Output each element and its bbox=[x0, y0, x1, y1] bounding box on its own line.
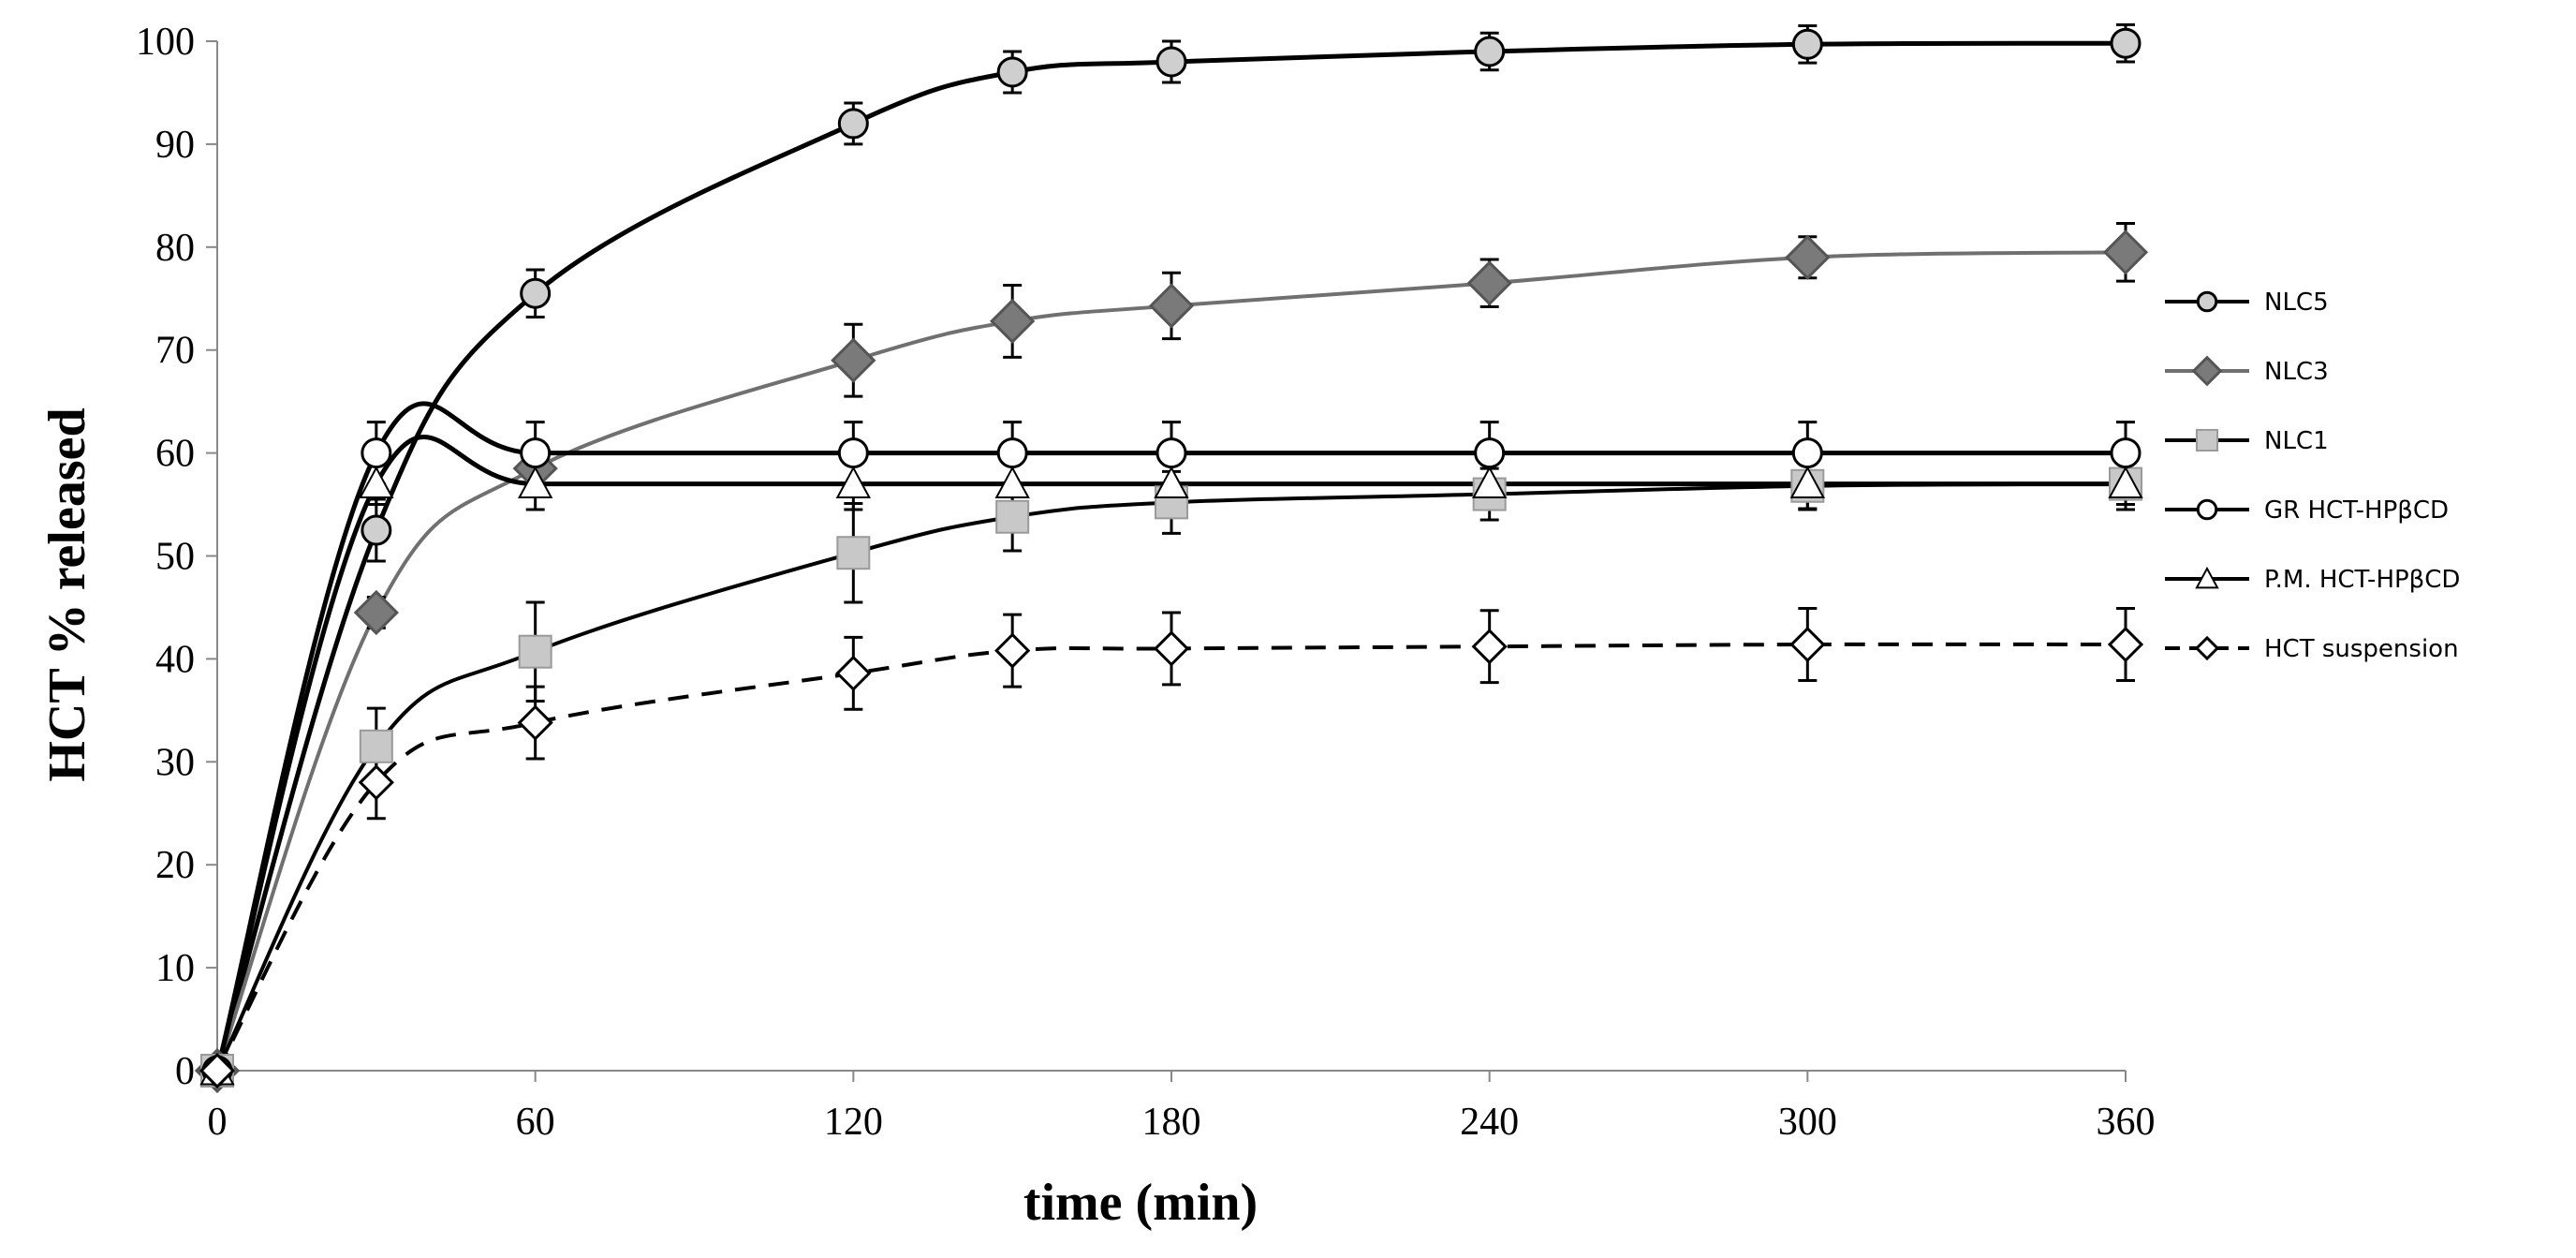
legend: NLC5 NLC3 NLC1 GR HCT-HPβCD P.M. HCT-HPβCD HC… bbox=[2165, 289, 2460, 663]
legend-label: NLC3 bbox=[2264, 358, 2329, 386]
legend-swatch-marker bbox=[2195, 566, 2219, 589]
data-point-hct-suspension bbox=[1789, 626, 1826, 663]
data-point-nlc5 bbox=[1474, 36, 1506, 67]
legend-swatch-marker bbox=[2191, 355, 2223, 387]
data-point-gr-hct-hp-cd bbox=[837, 437, 869, 469]
data-point-nlc3 bbox=[2102, 229, 2149, 275]
data-point-nlc3 bbox=[353, 589, 399, 636]
data-point-nlc5 bbox=[520, 277, 552, 309]
legend-swatch-marker bbox=[2196, 290, 2218, 313]
series-line-nlc5 bbox=[214, 40, 2127, 1072]
legend-label: HCT suspension bbox=[2264, 635, 2459, 663]
legend-item-p-m-hct-hp-cd: P.M. HCT-HPβCD bbox=[2165, 566, 2460, 594]
legend-label: NLC1 bbox=[2264, 427, 2329, 455]
data-point-nlc1 bbox=[836, 536, 871, 570]
y-tick-label: 60 bbox=[155, 433, 195, 476]
series-line-hct-suspension bbox=[215, 642, 2127, 1072]
y-tick-label: 0 bbox=[175, 1050, 195, 1093]
data-point-gr-hct-hp-cd bbox=[1791, 437, 1823, 469]
y-tick-label: 80 bbox=[155, 227, 195, 270]
y-tick-label: 30 bbox=[155, 741, 195, 784]
x-tick-label: 0 bbox=[208, 1101, 228, 1144]
x-tick-label: 300 bbox=[1778, 1101, 1837, 1144]
data-point-gr-hct-hp-cd bbox=[1156, 437, 1187, 469]
legend-swatch-marker bbox=[2196, 498, 2218, 521]
data-point-gr-hct-hp-cd bbox=[2110, 437, 2142, 469]
data-point-p-m-hct-hp-cd bbox=[1154, 466, 1189, 499]
data-point-p-m-hct-hp-cd bbox=[994, 466, 1030, 499]
data-point-hct-suspension bbox=[517, 704, 553, 741]
y-tick-label: 70 bbox=[155, 330, 195, 373]
data-point-nlc5 bbox=[1791, 28, 1823, 60]
data-point-p-m-hct-hp-cd bbox=[2108, 466, 2143, 499]
data-point-hct-suspension bbox=[994, 632, 1031, 669]
data-point-hct-suspension bbox=[835, 655, 872, 691]
data-point-nlc1 bbox=[995, 499, 1030, 534]
x-tick-label: 180 bbox=[1142, 1101, 1201, 1144]
data-point-hct-suspension bbox=[2107, 626, 2144, 663]
data-point-hct-suspension bbox=[1471, 629, 1508, 665]
data-point-p-m-hct-hp-cd bbox=[1471, 466, 1508, 499]
y-tick-label: 100 bbox=[136, 21, 195, 64]
data-point-gr-hct-hp-cd bbox=[520, 437, 552, 469]
error-bars bbox=[366, 22, 2135, 821]
series-lines bbox=[214, 40, 2127, 1072]
y-tick-label: 20 bbox=[155, 844, 195, 887]
legend-item-nlc1: NLC1 bbox=[2165, 427, 2329, 455]
y-tick-label: 10 bbox=[155, 947, 195, 990]
data-point-nlc1 bbox=[359, 729, 393, 763]
x-tick-label: 60 bbox=[516, 1101, 555, 1144]
x-tick-label: 360 bbox=[2097, 1101, 2156, 1144]
legend-label: NLC5 bbox=[2264, 289, 2329, 317]
legend-swatch-marker bbox=[2194, 635, 2220, 661]
legend-item-nlc5: NLC5 bbox=[2165, 289, 2329, 317]
data-point-hct-suspension bbox=[1153, 630, 1190, 667]
data-point-p-m-hct-hp-cd bbox=[835, 466, 872, 499]
data-point-nlc3 bbox=[1466, 260, 1512, 306]
legend-item-nlc3: NLC3 bbox=[2165, 355, 2329, 387]
data-point-nlc5 bbox=[1156, 46, 1187, 78]
data-point-gr-hct-hp-cd bbox=[361, 437, 392, 469]
data-point-hct-suspension bbox=[199, 1052, 236, 1089]
data-point-nlc3 bbox=[831, 337, 876, 383]
x-tick-label: 240 bbox=[1460, 1101, 1519, 1144]
data-point-gr-hct-hp-cd bbox=[1474, 437, 1506, 469]
data-point-gr-hct-hp-cd bbox=[996, 437, 1028, 469]
data-markers bbox=[194, 27, 2149, 1094]
y-tick-label: 50 bbox=[155, 536, 195, 579]
data-point-nlc5 bbox=[837, 108, 869, 140]
data-point-p-m-hct-hp-cd bbox=[517, 466, 553, 499]
x-tick-label: 120 bbox=[824, 1101, 883, 1144]
legend-swatch-marker bbox=[2195, 428, 2219, 452]
x-axis-title: time (min) bbox=[1023, 1174, 1258, 1232]
y-tick-label: 40 bbox=[155, 638, 195, 681]
series-line-nlc1 bbox=[215, 481, 2127, 1072]
data-point-nlc1 bbox=[518, 634, 552, 669]
data-point-p-m-hct-hp-cd bbox=[1789, 466, 1826, 499]
legend-label: P.M. HCT-HPβCD bbox=[2264, 566, 2460, 594]
legend-item-hct-suspension: HCT suspension bbox=[2165, 635, 2459, 663]
legend-item-gr-hct-hp-cd: GR HCT-HPβCD bbox=[2165, 496, 2449, 525]
data-point-nlc3 bbox=[990, 298, 1036, 345]
y-axis-title: HCT % released bbox=[38, 407, 96, 781]
data-point-nlc5 bbox=[996, 56, 1028, 88]
axes: 0 10 20 30 40 50 60 70 80 90 100 0 60 120 180 240 300 360 bbox=[136, 21, 2156, 1144]
data-point-nlc5 bbox=[361, 514, 392, 546]
y-tick-label: 90 bbox=[155, 124, 195, 167]
legend-label: GR HCT-HPβCD bbox=[2264, 496, 2449, 525]
data-point-nlc3 bbox=[1148, 283, 1195, 329]
data-point-p-m-hct-hp-cd bbox=[359, 466, 394, 499]
data-point-hct-suspension bbox=[358, 764, 394, 801]
data-point-nlc3 bbox=[1785, 234, 1831, 280]
data-point-nlc5 bbox=[2110, 27, 2142, 59]
